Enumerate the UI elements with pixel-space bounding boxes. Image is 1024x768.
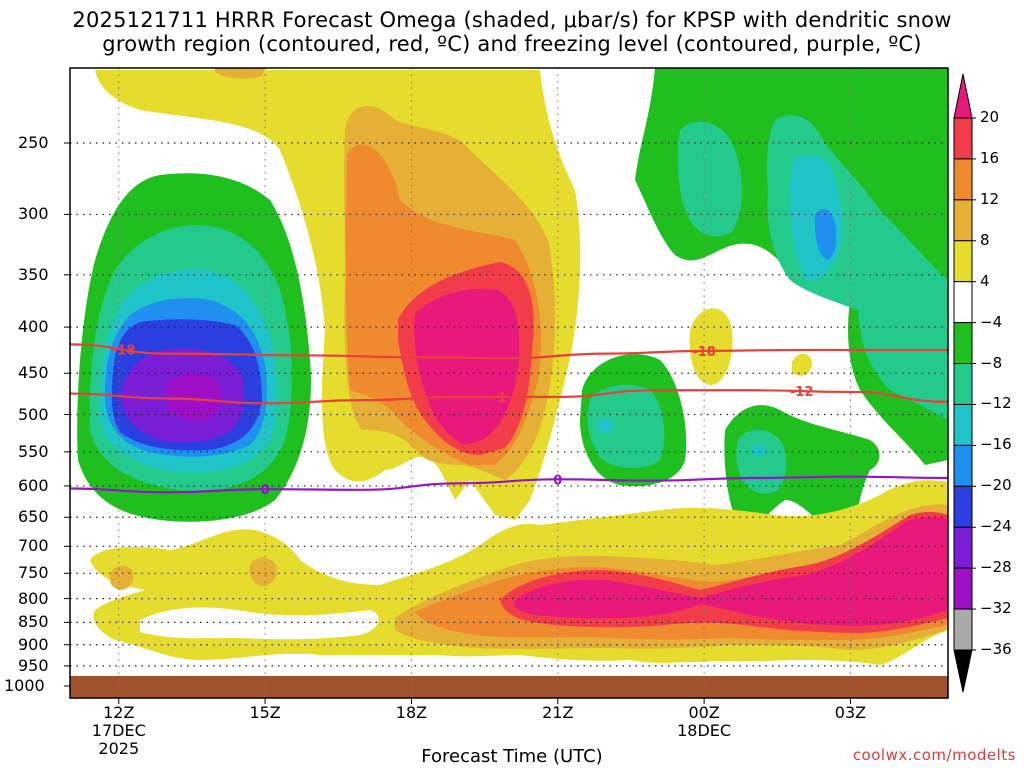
colorbar-swatch <box>953 567 973 610</box>
y-tick-label: 350 <box>18 264 49 284</box>
plot-frame <box>69 67 949 699</box>
contour-label: 0 <box>261 483 270 498</box>
ground-surface <box>70 676 948 698</box>
colorbar-swatch <box>953 158 973 201</box>
x-axis-ticks <box>118 698 851 704</box>
contour-label: -18 <box>112 343 136 358</box>
y-tick-label: 1000 <box>4 676 45 695</box>
omega-region-yellow-blob-tiny <box>792 353 812 376</box>
colorbar-swatch <box>953 403 973 446</box>
x-tick-label: 03Z <box>834 703 867 722</box>
colorbar-swatch <box>953 444 973 487</box>
x-axis-title: Forecast Time (UTC) <box>421 746 603 767</box>
omega-region-yellow-blob-small <box>689 308 733 385</box>
y-tick-label: 700 <box>18 536 49 556</box>
colorbar-swatch <box>953 281 973 324</box>
colorbar-swatch <box>953 117 973 160</box>
colorbar-swatch <box>953 322 973 365</box>
colorbar-swatch <box>953 240 973 283</box>
contour-label: -1 <box>492 391 506 406</box>
contour-line <box>70 389 948 405</box>
credit-text: coolwx.com/modelts <box>852 746 1016 764</box>
x-tick-label: 2025 <box>98 739 140 758</box>
colorbar-label: −20 <box>980 476 1012 495</box>
colorbar-top-arrow <box>953 73 973 119</box>
x-tick-label: 00Z <box>688 703 720 722</box>
y-tick-label: 300 <box>18 204 49 224</box>
colorbar-label: −4 <box>980 312 1003 331</box>
x-tick-label: 15Z <box>249 703 281 722</box>
omega-region-blue-upper-right <box>815 209 837 260</box>
y-tick-label: 550 <box>18 441 49 461</box>
y-tick-label: 250 <box>18 133 49 152</box>
omega-region-violet-left <box>165 373 222 422</box>
colorbar-label: −24 <box>980 517 1012 536</box>
y-tick-label: 450 <box>18 363 49 383</box>
colorbar-bottom-arrow <box>953 649 973 693</box>
colorbar-label: −16 <box>980 435 1012 454</box>
x-tick-label: 18DEC <box>677 721 732 740</box>
omega-region-magenta-upper <box>414 288 520 445</box>
contour-line <box>70 343 948 360</box>
plot-area: -18 -18 -1 -12 0 0 <box>70 68 948 698</box>
x-tick-label: 12Z <box>103 703 135 722</box>
colorbar-label: 8 <box>980 230 990 249</box>
y-tick-label: 850 <box>18 612 49 632</box>
contour-label: -18 <box>692 345 716 360</box>
y-axis-ticks <box>64 142 70 687</box>
colorbar-label: −8 <box>980 353 1003 372</box>
x-tick-label: 18Z <box>395 703 428 722</box>
colorbar-label: −36 <box>980 640 1012 658</box>
colorbar-label: 16 <box>980 148 1000 167</box>
y-tick-label: 400 <box>18 317 49 337</box>
contour-label: 0 <box>553 473 562 488</box>
colorbar-label: 4 <box>980 271 990 290</box>
omega-region-orange-lower-blob-2 <box>249 557 277 587</box>
x-tick-label: 21Z <box>542 703 574 722</box>
contour-lines: -18 -18 -1 -12 0 0 <box>70 343 948 498</box>
contour-line <box>70 475 948 494</box>
omega-region-teal-mid-1 <box>587 384 665 469</box>
chart-title-line-1: 2025121711 HRRR Forecast Omega (shaded, … <box>72 8 952 32</box>
colorbar-label: 20 <box>980 108 1000 126</box>
colorbar <box>953 73 976 693</box>
y-tick-label: 600 <box>18 475 49 495</box>
omega-shading <box>77 68 948 665</box>
y-tick-label: 950 <box>18 655 49 675</box>
contour-label: -12 <box>790 385 814 400</box>
y-tick-label: 750 <box>18 563 49 583</box>
y-tick-label: 650 <box>18 507 49 527</box>
omega-region-orange-topleft <box>215 68 265 79</box>
y-tick-label: 500 <box>18 404 49 424</box>
y-tick-label: 900 <box>18 634 49 654</box>
omega-region-white-hole-lower <box>140 607 379 640</box>
omega-region-cyan-mid-1 <box>598 418 614 434</box>
colorbar-label: −28 <box>980 558 1012 577</box>
colorbar-label: 12 <box>980 189 1000 208</box>
colorbar-label: −12 <box>980 394 1012 413</box>
chart-title-line-2: growth region (contoured, red, ºC) and f… <box>102 32 922 56</box>
colorbar-label: −32 <box>980 599 1012 618</box>
colorbar-swatch <box>953 199 973 242</box>
colorbar-swatch <box>953 608 973 651</box>
colorbar-swatch <box>953 485 973 528</box>
omega-region-cyan-mid-2 <box>752 444 766 457</box>
colorbar-swatch <box>953 363 973 405</box>
colorbar-swatch <box>953 526 973 569</box>
omega-region-orange-lower-blob-1 <box>109 565 134 590</box>
x-tick-label: 17DEC <box>91 721 146 740</box>
y-tick-label: 800 <box>18 588 49 608</box>
grid-lines <box>70 68 948 698</box>
